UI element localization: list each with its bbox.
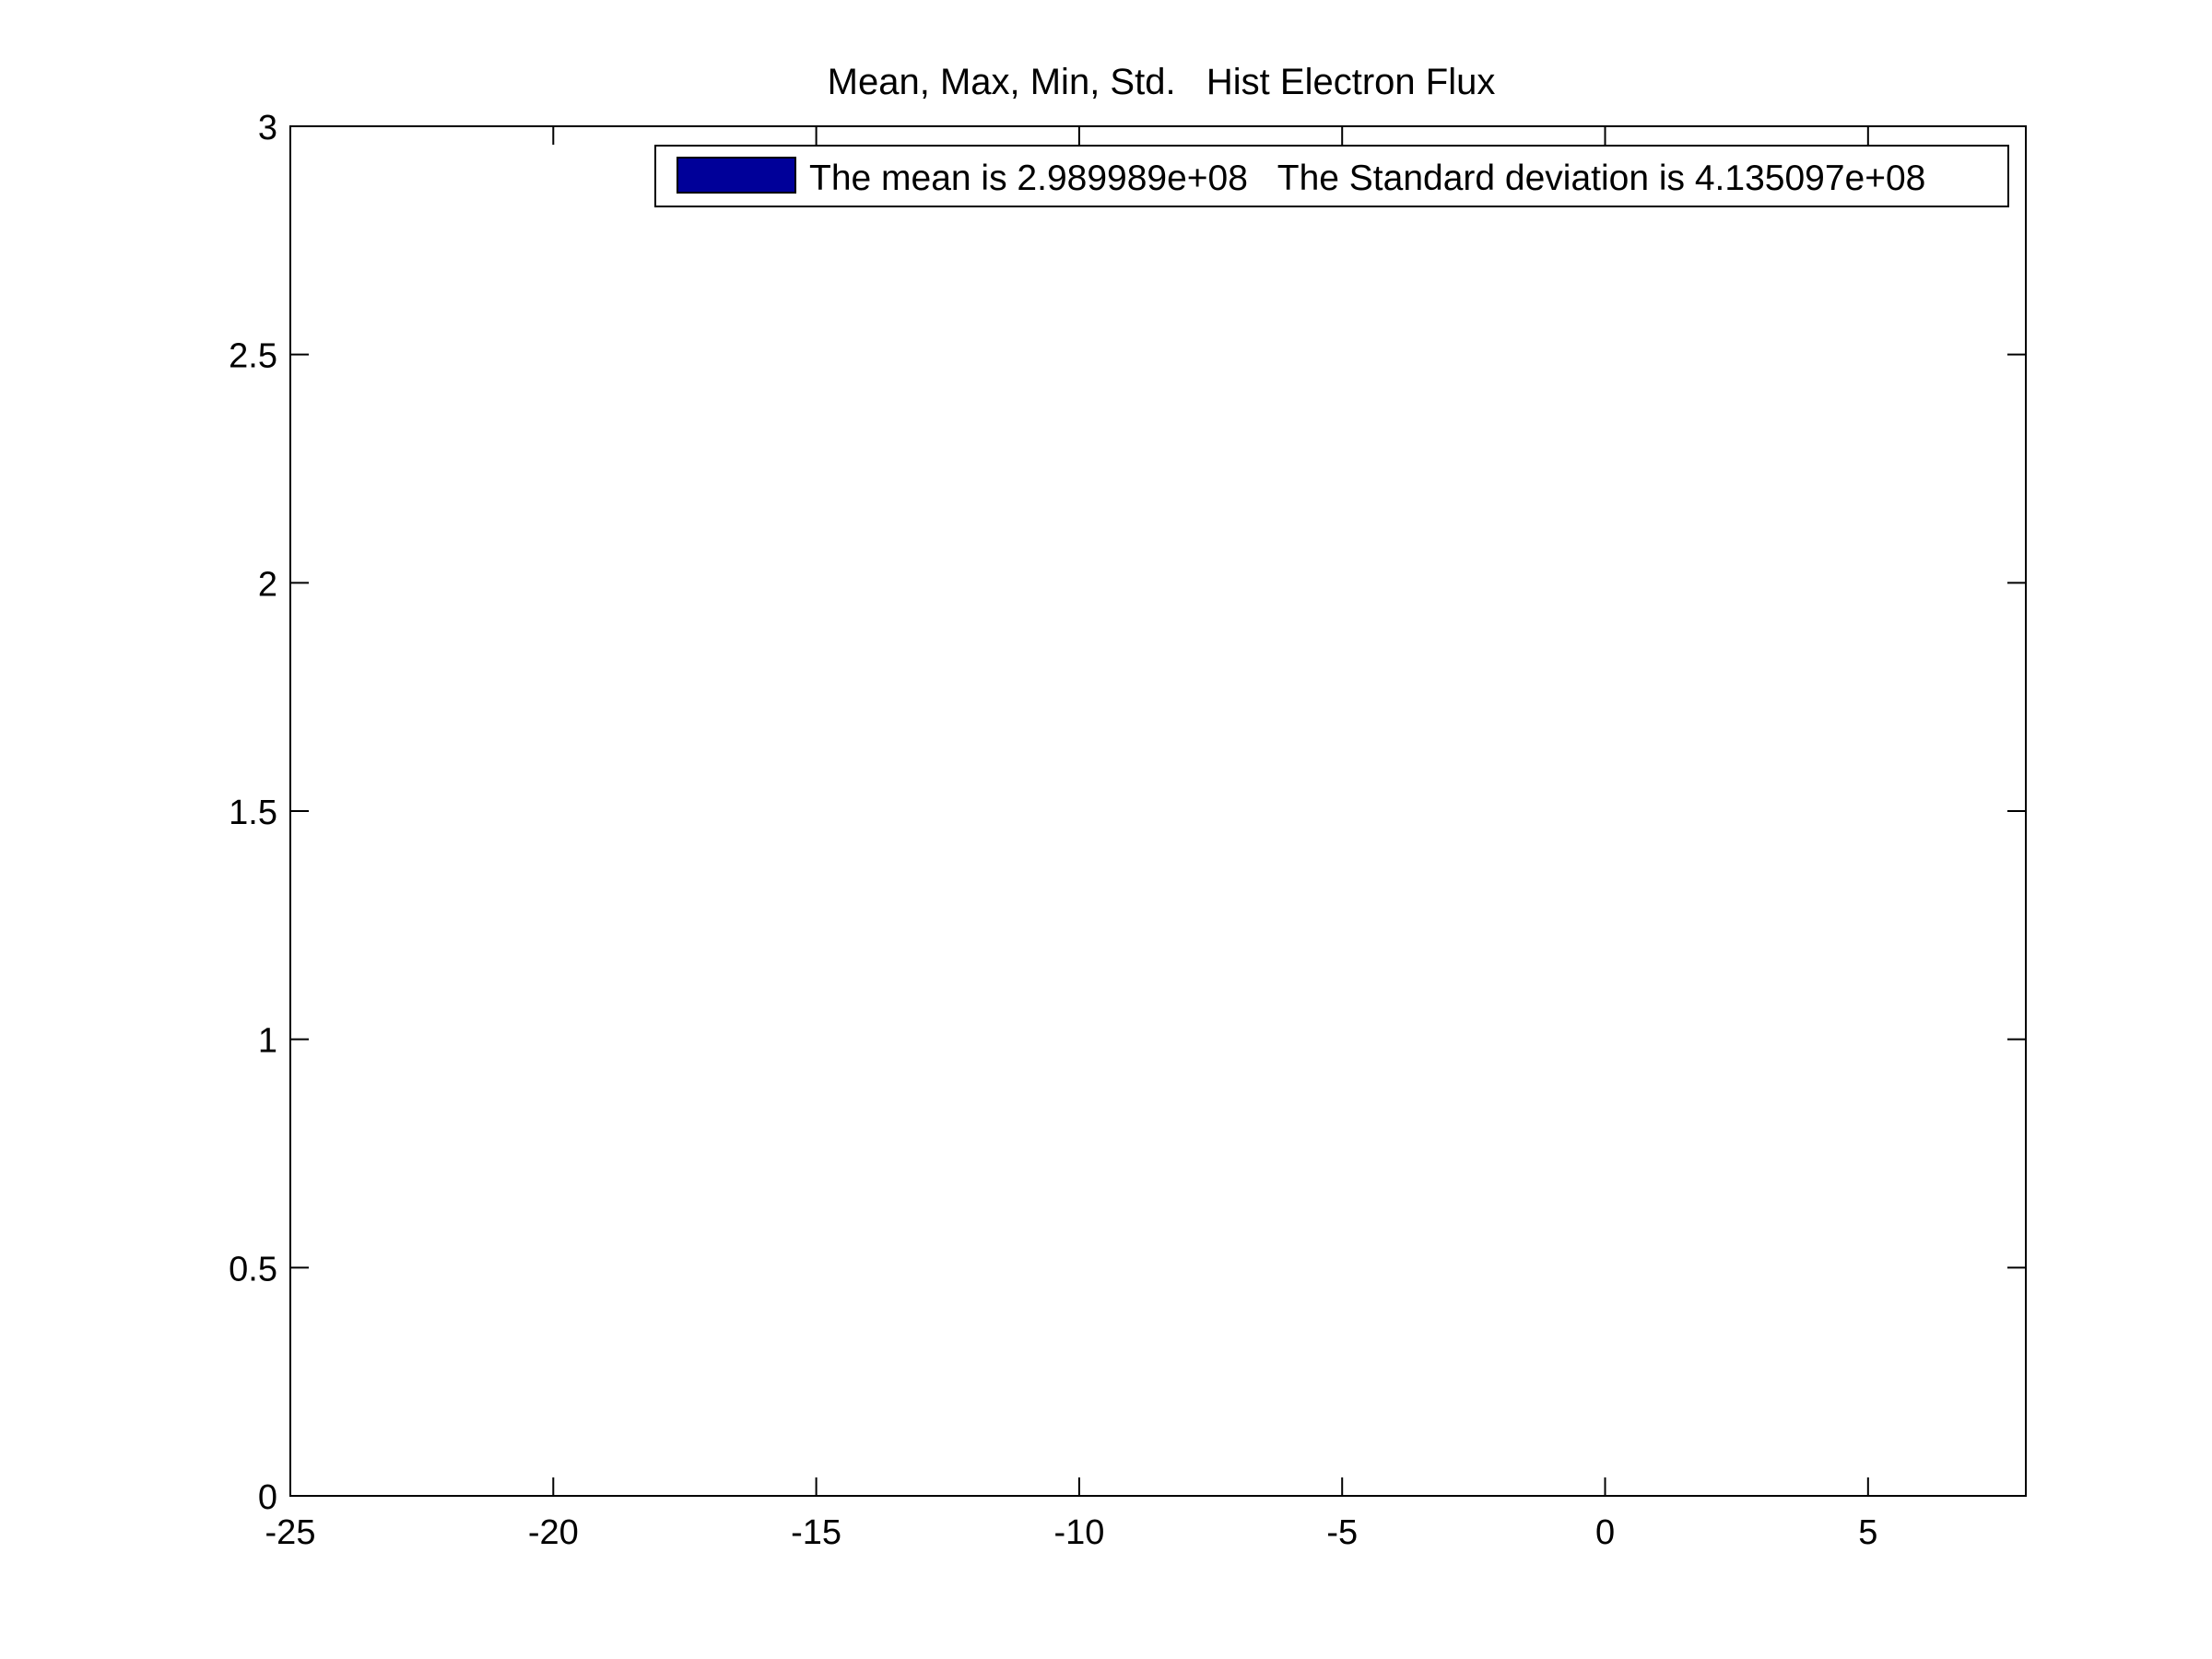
x-tick-label: -5 — [1326, 1513, 1358, 1552]
y-tick-label: 0 — [258, 1478, 277, 1517]
y-tick-label: 1 — [258, 1022, 277, 1061]
y-tick-label: 0.5 — [229, 1250, 277, 1288]
y-tick-label: 3 — [258, 109, 277, 147]
legend: The mean is 2.989989e+08 The Standard de… — [654, 145, 2009, 207]
legend-box — [654, 145, 2009, 207]
y-tick-label: 1.5 — [229, 794, 277, 832]
x-tick-label: 5 — [1858, 1513, 1877, 1552]
y-axis-ticks: 0 0.5 1 1.5 2 2.5 3 — [229, 109, 2026, 1517]
legend-entry-label: The mean is 2.989989e+08 The Standard de… — [809, 159, 1925, 198]
x-tick-label: -10 — [1053, 1513, 1104, 1552]
chart-title: Mean, Max, Min, Std. Hist Electron Flux — [828, 62, 1496, 102]
legend-swatch — [677, 157, 796, 194]
x-tick-label: 0 — [1595, 1513, 1615, 1552]
x-tick-label: -15 — [791, 1513, 841, 1552]
x-tick-label: -25 — [265, 1513, 316, 1552]
x-tick-label: -20 — [528, 1513, 579, 1552]
y-tick-label: 2 — [258, 565, 277, 604]
x-axis-ticks: -25 -20 -15 -10 -5 0 5 — [265, 126, 1877, 1552]
plot-area — [289, 125, 2027, 1497]
y-tick-label: 2.5 — [229, 337, 277, 376]
